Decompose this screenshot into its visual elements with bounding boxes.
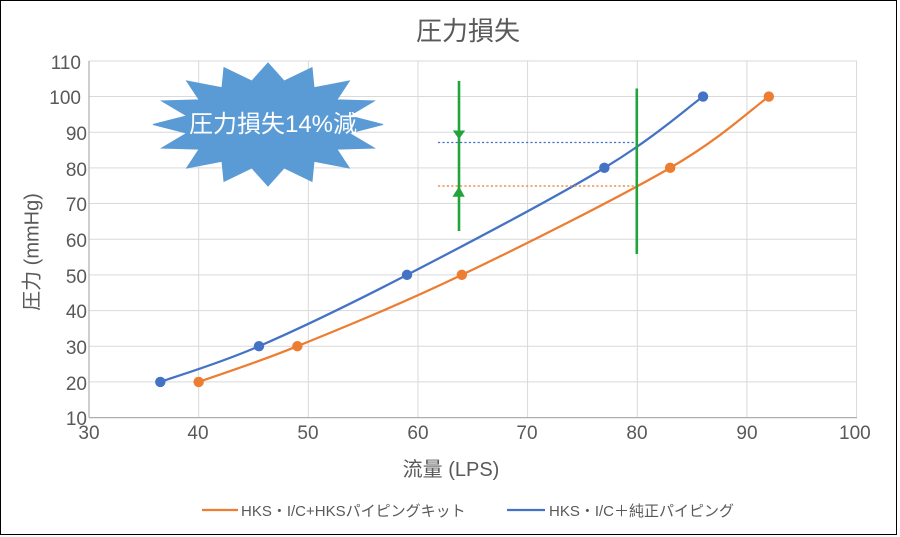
svg-text:HKS・I/C+HKSパイピングキット: HKS・I/C+HKSパイピングキット (241, 503, 466, 520)
svg-text:HKS・I/C＋純正パイピング: HKS・I/C＋純正パイピング (549, 503, 734, 520)
svg-text:圧力損失: 圧力損失 (416, 16, 520, 46)
svg-text:圧力損失14%減: 圧力損失14%減 (189, 111, 357, 138)
